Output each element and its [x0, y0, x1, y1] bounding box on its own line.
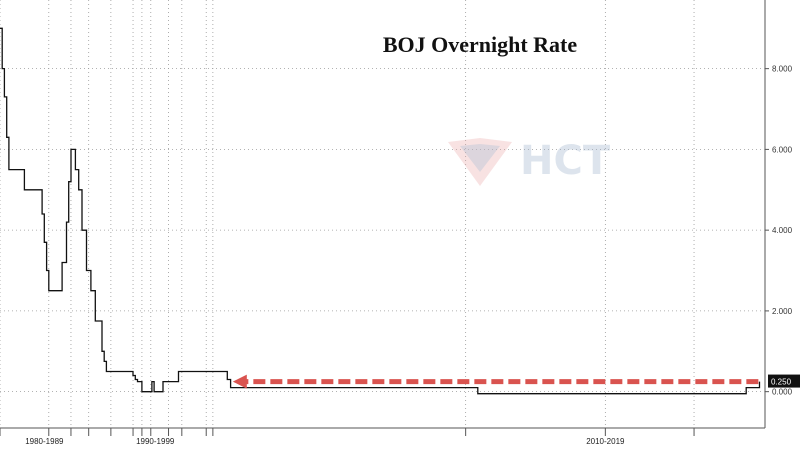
last-value-label: 0.250 [771, 378, 792, 387]
x-axis-label: 1980-1989 [25, 437, 64, 446]
annotation-arrowhead-icon [232, 374, 247, 389]
rate-series-line [0, 27, 761, 395]
x-axis-label: 1990-1999 [136, 437, 175, 446]
hct-watermark: HCT [448, 138, 611, 186]
watermark-diamond-icon [448, 138, 512, 186]
y-tick-label: 0.000 [772, 388, 793, 397]
last-value-badge [768, 374, 800, 388]
chart-title: BOJ Overnight Rate [383, 32, 578, 57]
y-tick-label: 8.000 [772, 65, 793, 74]
x-axis-labels: 1980-1989 1990-1999 2010-2019 [25, 437, 625, 446]
y-tick-label: 6.000 [772, 145, 793, 154]
grid [0, 0, 766, 436]
series-layer [0, 27, 761, 395]
annotation-layer: 0.250 [232, 374, 800, 389]
y-axis-ticks: 0.000 2.000 4.000 6.000 8.000 [765, 65, 793, 397]
watermark-text: HCT [520, 138, 611, 184]
y-tick-label: 4.000 [772, 226, 793, 235]
y-tick-label: 2.000 [772, 307, 793, 316]
x-axis-label: 2010-2019 [586, 437, 625, 446]
watermark-diamond-inner-icon [460, 144, 500, 172]
